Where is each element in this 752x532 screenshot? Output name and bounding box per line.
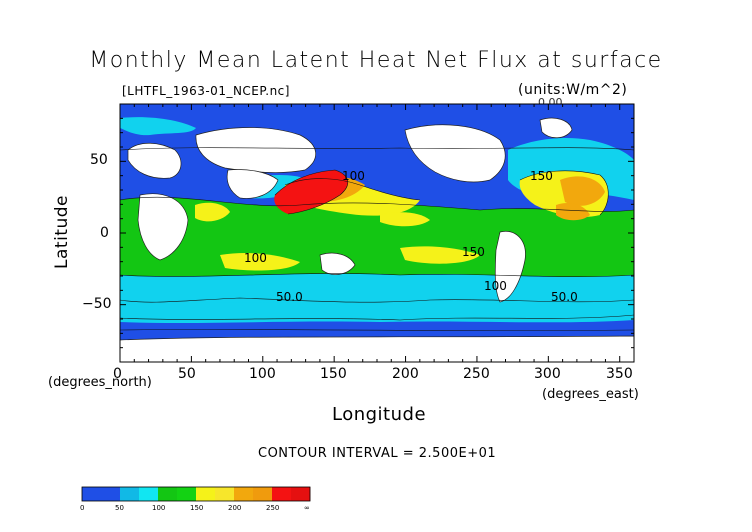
land-greenland — [539, 117, 573, 139]
map-label: 100 — [342, 169, 365, 183]
colorbar-label: 100 — [152, 504, 166, 512]
map-label: 50.0 — [276, 290, 303, 304]
land-north-america — [404, 124, 506, 183]
field-yellow-arabian — [195, 202, 230, 222]
x-tick-label: 50 — [178, 366, 196, 382]
colorbar-cell — [196, 487, 216, 501]
colorbar-label: 0 — [80, 504, 85, 512]
colorbar-cell — [158, 487, 178, 501]
land-south-america — [494, 230, 526, 303]
colorbar-cells — [82, 487, 311, 501]
colorbar-cell — [82, 487, 102, 501]
map-label: 100 — [244, 251, 267, 265]
contour-line — [284, 178, 421, 201]
field-cyan-south-2 — [120, 300, 634, 323]
contour-line — [120, 314, 634, 321]
field-orange-atlantic-sub — [556, 203, 590, 221]
field-yellow-central-pacific — [380, 212, 430, 227]
x-tick-label: 300 — [534, 366, 561, 382]
x-tick-label: 250 — [463, 366, 490, 382]
figure-title: Monthly Mean Latent Heat Net Flux at sur… — [89, 48, 663, 73]
contour-lines — [120, 147, 634, 331]
source-filename: [LHTFL_1963-01_NCEP.nc] — [122, 84, 290, 98]
land-masses — [120, 117, 634, 362]
colorbar-cell — [253, 487, 273, 501]
y-coordinate-unit: (degrees_north) — [48, 375, 152, 390]
colorbar-label: 200 — [228, 504, 242, 512]
y-tick-label: −50 — [82, 296, 112, 312]
contour-line — [120, 196, 634, 212]
x-tick-label: 100 — [249, 366, 276, 382]
colorbar-label: ∞ — [304, 504, 310, 512]
x-axis-label: Longitude — [332, 404, 427, 425]
contour-line — [120, 147, 634, 151]
land-asia-south — [226, 169, 279, 199]
land-australia — [319, 252, 356, 275]
y-tick-label: 50 — [90, 152, 108, 168]
land-asia-north — [195, 127, 316, 173]
colorbar-cell — [120, 487, 140, 501]
colorbar-frame — [81, 486, 311, 502]
x-coordinate-unit: (degrees_east) — [542, 387, 639, 402]
tick-marks — [119, 103, 635, 363]
colorbar-label: 50 — [115, 504, 124, 512]
field-orange-gulfstream — [560, 176, 605, 206]
field-yellow-south-pacific — [400, 246, 480, 264]
map-contour-labels: 100 100 150 150 100 50.0 50.0 — [244, 169, 578, 304]
land-europe — [127, 142, 182, 179]
contour-line — [519, 170, 609, 216]
field-red-maximum — [274, 170, 348, 214]
field-yellow-indian — [220, 252, 300, 271]
colorbar-label: 250 — [266, 504, 280, 512]
map-label: 150 — [462, 245, 485, 259]
x-tick-label: 0 — [113, 366, 122, 382]
colorbar-cell — [291, 487, 311, 501]
colorbar-cell — [177, 487, 197, 501]
colorbar-cell — [234, 487, 254, 501]
colorbar-cell — [139, 487, 159, 501]
map-fields — [120, 104, 634, 362]
contour-line — [120, 329, 634, 331]
colorbar-cell — [101, 487, 121, 501]
contour-line — [120, 297, 634, 303]
map-label: 150 — [530, 169, 553, 183]
contour-line — [120, 273, 634, 277]
colorbar-cell — [215, 487, 235, 501]
field-cyan-north-west — [120, 117, 196, 136]
y-tick-label: 0 — [100, 225, 109, 241]
units-label: (units:W/m^2) — [518, 82, 628, 98]
land-antarctica — [120, 335, 634, 362]
colorbar-cell — [272, 487, 292, 501]
contour-interval: CONTOUR INTERVAL = 2.500E+01 — [258, 446, 497, 461]
x-tick-label: 200 — [392, 366, 419, 382]
map-label: 100 — [484, 279, 507, 293]
map-label: 50.0 — [551, 290, 578, 304]
x-tick-label: 350 — [606, 366, 633, 382]
contour-line — [274, 169, 348, 215]
x-tick-label: 150 — [320, 366, 347, 382]
colorbar-label: 150 — [190, 504, 204, 512]
